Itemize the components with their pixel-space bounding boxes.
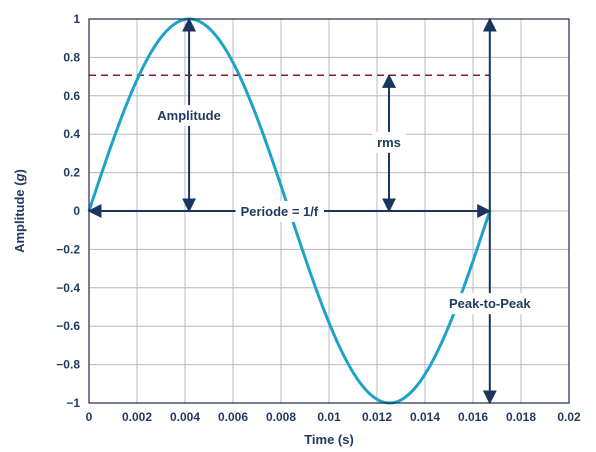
y-tick-label: 0.8 [63, 50, 80, 64]
y-axis-label-suffix: ) [12, 169, 27, 173]
x-tick-label: 0.016 [458, 410, 488, 424]
x-tick-label: 0.01 [317, 410, 341, 424]
x-tick-label: 0.02 [557, 410, 581, 424]
y-tick-label: −0.6 [56, 319, 80, 333]
x-tick-label: 0.004 [170, 410, 200, 424]
y-tick-label: 0.2 [63, 166, 80, 180]
y-axis-label: Amplitude (g) [12, 169, 27, 253]
rms-label-background [372, 131, 406, 153]
y-tick-label: −1 [66, 396, 80, 410]
x-tick-label: 0 [86, 410, 93, 424]
y-axis-label-prefix: Amplitude ( [12, 181, 27, 253]
period-label: Periode = 1/f [241, 204, 319, 219]
y-tick-label: 0.6 [63, 89, 80, 103]
x-tick-label: 0.018 [506, 410, 536, 424]
y-tick-label: 0 [73, 204, 80, 218]
period-label-background [235, 201, 324, 222]
x-tick-label: 0.014 [410, 410, 440, 424]
x-tick-label: 0.002 [122, 410, 152, 424]
x-tick-label: 0.008 [266, 410, 296, 424]
tick-labels: 0 0.002 0.004 0.006 0.008 0.01 0.012 0.014 0.016… [56, 12, 581, 424]
x-tick-label: 0.012 [362, 410, 392, 424]
y-tick-label: −0.4 [56, 281, 80, 295]
y-axis-label-unit: g [12, 173, 27, 182]
period-label-group: Periode = 1/f [235, 201, 324, 222]
y-tick-label: −0.8 [56, 358, 80, 372]
peak-to-peak-label-group: Peak-to-Peak [443, 293, 537, 315]
y-tick-label: 1 [73, 12, 80, 26]
plot-frame [88, 18, 570, 404]
annotation-labels: Amplitude rms Periode = 1/f Peak-to-Peak [152, 105, 537, 315]
x-axis-label: Time (s) [304, 432, 354, 447]
peak-to-peak-label: Peak-to-Peak [449, 296, 531, 311]
rms-label-group: rms [372, 131, 406, 153]
amplitude-label-background [152, 105, 226, 126]
y-tick-label: −0.2 [56, 242, 80, 256]
amplitude-label-group: Amplitude [152, 105, 226, 126]
rms-label: rms [377, 135, 401, 150]
x-tick-label: 0.006 [218, 410, 248, 424]
amplitude-label: Amplitude [157, 108, 221, 123]
y-tick-label: 0.4 [63, 127, 80, 141]
peak-to-peak-label-background [443, 293, 537, 315]
